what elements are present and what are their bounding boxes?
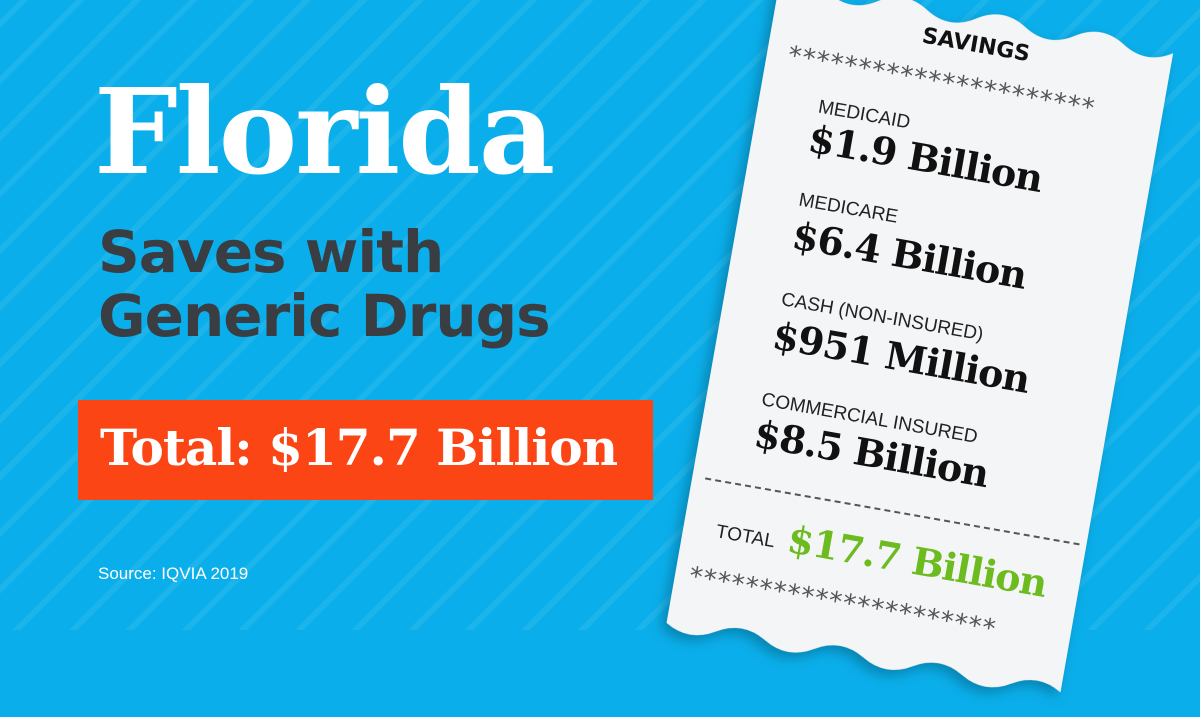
total-banner-text: Total: $17.7 Billion <box>100 418 618 477</box>
total-banner: Total: $17.7 Billion <box>78 400 653 500</box>
page-title: Florida <box>94 62 555 201</box>
subtitle: Saves with Generic Drugs <box>98 218 551 350</box>
savings-receipt: SAVINGS ********************** MEDICAID … <box>662 0 1176 717</box>
subtitle-line-1: Saves with <box>98 218 444 286</box>
source-note: Source: IQVIA 2019 <box>98 564 249 583</box>
receipt-paper <box>666 0 1174 693</box>
subtitle-line-2: Generic Drugs <box>98 282 551 350</box>
